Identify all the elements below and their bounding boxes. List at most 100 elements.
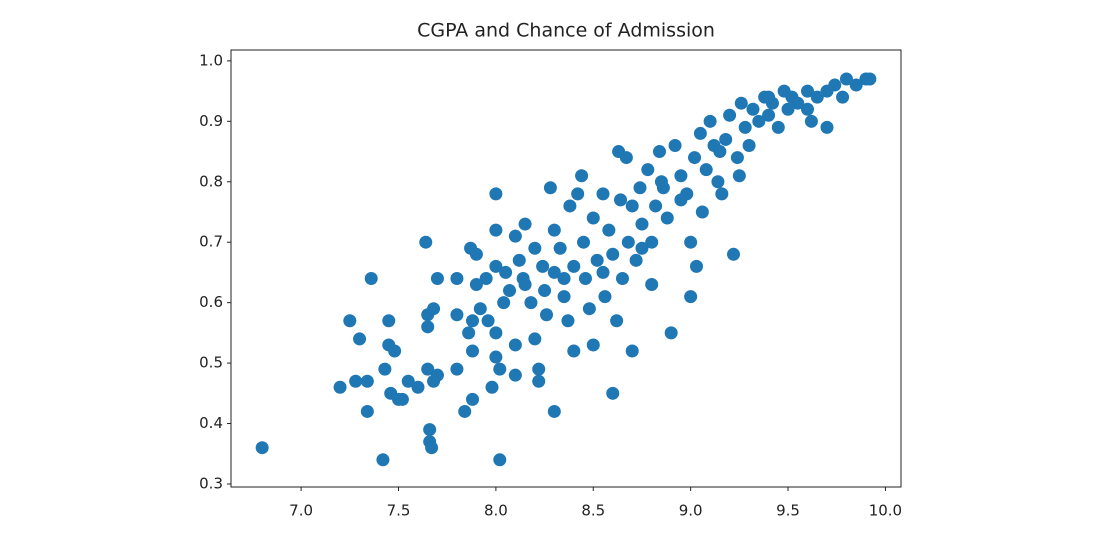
- point: [489, 187, 503, 201]
- y-tick-label: 0.4: [199, 414, 223, 432]
- point: [553, 241, 567, 255]
- point: [401, 374, 415, 388]
- point: [481, 314, 495, 328]
- point: [493, 362, 507, 376]
- point: [614, 193, 628, 207]
- point: [849, 78, 863, 92]
- point: [703, 114, 717, 128]
- point: [752, 114, 766, 128]
- point: [839, 72, 853, 86]
- y-tick-label: 0.7: [199, 233, 223, 251]
- point: [689, 259, 703, 273]
- point: [598, 290, 612, 304]
- point: [606, 247, 620, 261]
- point: [711, 175, 725, 189]
- point: [419, 235, 433, 249]
- point: [567, 259, 581, 273]
- point: [596, 187, 610, 201]
- point: [684, 235, 698, 249]
- point: [625, 344, 639, 358]
- point: [499, 265, 513, 279]
- point: [469, 278, 483, 292]
- point: [762, 90, 776, 104]
- point: [450, 362, 464, 376]
- point: [596, 265, 610, 279]
- point: [641, 163, 655, 177]
- point: [610, 314, 624, 328]
- plot-frame: [230, 49, 902, 488]
- point: [810, 90, 824, 104]
- point: [518, 278, 532, 292]
- point: [602, 223, 616, 237]
- point: [836, 90, 850, 104]
- point: [528, 332, 542, 346]
- point: [538, 284, 552, 298]
- point: [684, 290, 698, 304]
- x-tick-label: 8.0: [484, 502, 508, 520]
- point: [466, 314, 480, 328]
- point: [629, 253, 643, 267]
- point: [255, 441, 269, 455]
- point: [450, 271, 464, 285]
- point: [497, 296, 511, 310]
- point: [575, 169, 589, 183]
- point: [699, 163, 713, 177]
- point: [343, 314, 357, 328]
- point: [503, 284, 517, 298]
- point: [557, 271, 571, 285]
- point: [804, 114, 818, 128]
- point: [625, 199, 639, 213]
- point: [582, 302, 596, 316]
- point: [668, 138, 682, 152]
- point: [738, 120, 752, 134]
- point: [450, 308, 464, 322]
- point: [421, 362, 435, 376]
- point: [489, 326, 503, 340]
- point: [619, 151, 633, 165]
- point: [781, 102, 795, 116]
- point: [493, 453, 507, 467]
- point: [586, 338, 600, 352]
- point: [615, 271, 629, 285]
- point: [635, 217, 649, 231]
- point: [762, 108, 776, 122]
- point: [382, 314, 396, 328]
- point: [746, 102, 760, 116]
- point: [606, 386, 620, 400]
- x-tick-label: 9.5: [776, 502, 800, 520]
- point: [333, 380, 347, 394]
- point: [423, 423, 437, 437]
- point: [508, 368, 522, 382]
- point: [485, 380, 499, 394]
- point: [395, 392, 409, 406]
- point: [577, 235, 591, 249]
- point: [489, 223, 503, 237]
- point: [719, 132, 733, 146]
- point: [633, 181, 647, 195]
- point: [645, 235, 659, 249]
- point: [715, 187, 729, 201]
- point: [563, 199, 577, 213]
- point: [635, 241, 649, 255]
- point: [664, 326, 678, 340]
- point: [674, 169, 688, 183]
- point: [801, 84, 815, 98]
- point: [469, 247, 483, 261]
- point: [713, 145, 727, 159]
- point: [360, 374, 374, 388]
- point: [489, 350, 503, 364]
- x-tick-label: 8.5: [581, 502, 605, 520]
- point: [364, 271, 378, 285]
- x-tick-label: 10.0: [869, 502, 902, 520]
- point: [427, 302, 441, 316]
- point: [462, 326, 476, 340]
- point: [561, 314, 575, 328]
- point: [621, 235, 635, 249]
- point: [567, 344, 581, 358]
- point: [863, 72, 877, 86]
- point: [543, 181, 557, 195]
- y-tick-label: 1.0: [199, 51, 223, 69]
- point: [466, 392, 480, 406]
- point: [557, 290, 571, 304]
